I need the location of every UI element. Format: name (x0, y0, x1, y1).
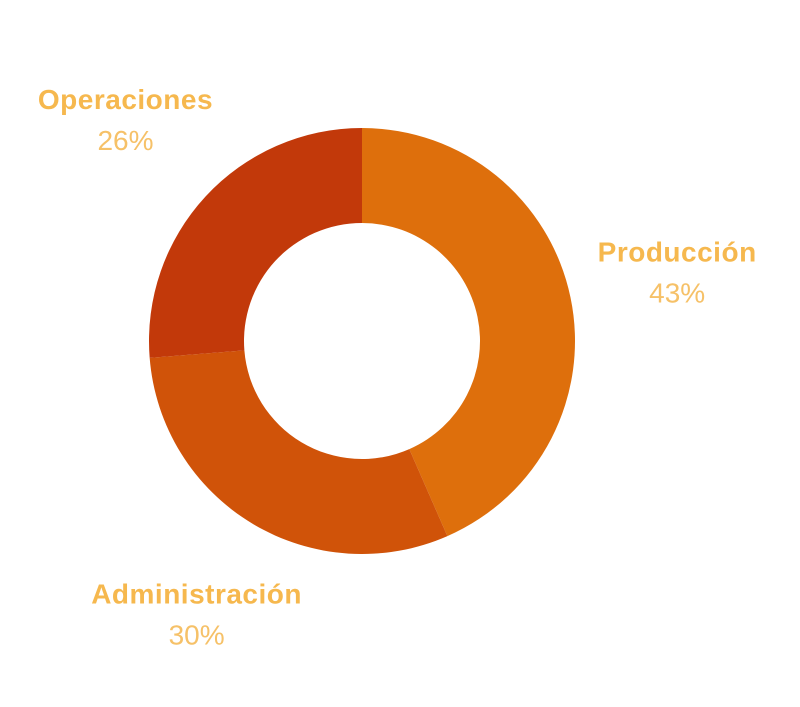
segment-value-label: 43% (649, 277, 705, 308)
segment-label: Operaciones (38, 84, 213, 115)
segment-value-label: 26% (97, 125, 153, 156)
donut-segment (362, 128, 575, 537)
segment-label: Administración (91, 579, 302, 610)
donut-segment (149, 128, 362, 358)
donut-segment (149, 350, 448, 554)
segment-label: Producción (598, 236, 757, 267)
segment-value-label: 30% (169, 620, 225, 651)
